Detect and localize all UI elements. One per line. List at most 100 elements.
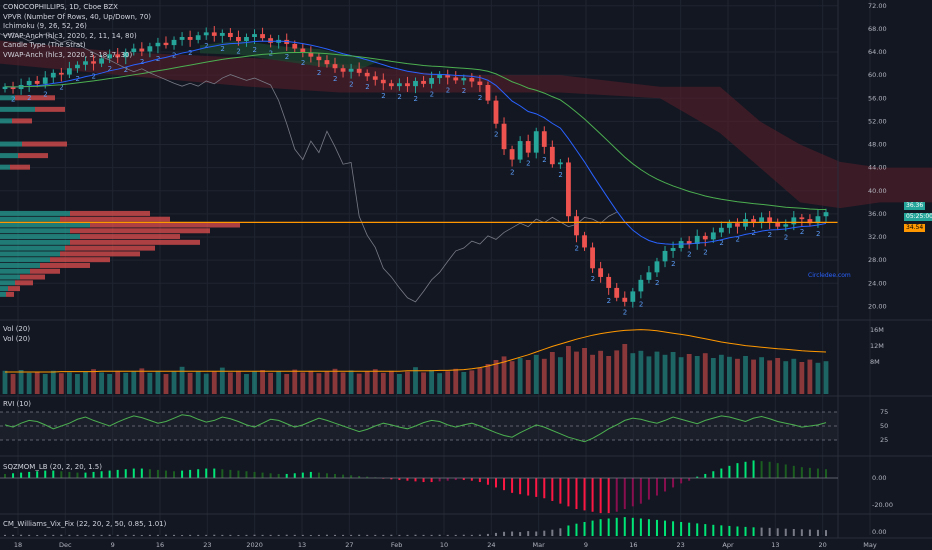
sqz-bar (519, 478, 522, 495)
symbol-title: CONOCOPHILLIPS, 1D, Cboe BZX (3, 3, 118, 11)
cmwvf-bar (140, 535, 143, 536)
cmwvf-bar (189, 534, 192, 536)
candle-body (549, 146, 555, 165)
sqz-bar (446, 478, 449, 481)
sqz-bar (84, 472, 87, 478)
volume-bar (429, 370, 434, 394)
candle-body (324, 60, 330, 65)
candle-body (686, 241, 692, 244)
volume-bar (485, 364, 491, 394)
candle-body (678, 241, 684, 249)
volume-bar (107, 374, 113, 394)
sqz-bar (293, 473, 296, 478)
strat-label: 2 (140, 58, 144, 66)
vpvr-down-bar (12, 118, 32, 124)
vol-axis-label: 8M (870, 358, 880, 366)
candle-body (646, 272, 652, 280)
strat-label: 2 (816, 230, 820, 238)
cmwvf-bar (470, 534, 473, 536)
volume-bar (316, 373, 322, 394)
sqz-bar (680, 478, 683, 484)
time-axis-label: 24 (487, 541, 495, 549)
candle-body (517, 141, 523, 160)
candle-body (364, 72, 370, 77)
strat-label: 2 (607, 297, 611, 305)
sqz-bar (792, 465, 795, 478)
sqz-bar (164, 470, 167, 478)
sqz-bar (503, 478, 506, 491)
rvi-band (0, 412, 838, 440)
volume-bar (694, 356, 700, 394)
time-axis-label: 16 (156, 541, 164, 549)
sqz-bar (350, 475, 353, 478)
price-axis-label: 44.00 (868, 164, 887, 172)
sqz-bar (784, 464, 787, 478)
cmwvf-bar (712, 524, 715, 536)
candle-body (308, 52, 314, 57)
sqz-bar (527, 478, 530, 496)
candle-body (260, 34, 265, 39)
candle-body (541, 131, 547, 147)
volume-bar (598, 350, 604, 394)
strat-label: 2 (591, 275, 595, 283)
sqz-bar (575, 478, 578, 510)
candle-body (662, 250, 668, 262)
vpvr-up-bar (0, 118, 12, 124)
candle-body (292, 43, 298, 49)
cmwvf-bar (631, 517, 634, 536)
cmwvf-bar (12, 534, 15, 536)
cmwvf-bar (551, 529, 554, 536)
sqz-bar (277, 473, 280, 478)
volume-bar (549, 352, 555, 394)
cmwvf-bar (454, 534, 457, 536)
sqz-bar (269, 473, 272, 478)
volume-bar (606, 356, 612, 394)
indicator-vpvr: VPVR (Number Of Rows, 40, Up/Down, 70) (3, 12, 152, 21)
volume-bar (340, 372, 346, 394)
vpvr-up-bar (0, 286, 8, 292)
sqz-bar (181, 470, 184, 478)
cmwvf-bar (4, 534, 6, 536)
time-axis-label: 16 (629, 541, 637, 549)
cmwvf-bar (688, 522, 691, 536)
cmwvf-bar (269, 534, 272, 536)
strat-label: 2 (333, 75, 337, 83)
candle-body (413, 80, 418, 87)
legend: CONOCOPHILLIPS, 1D, Cboe BZX VPVR (Numbe… (3, 3, 151, 60)
sqz-bar (511, 478, 514, 493)
cmwvf-bar (92, 534, 95, 536)
sqz-bar (414, 478, 417, 482)
candle-body (203, 32, 209, 36)
candle-body (397, 83, 402, 87)
rvi-axis-label: 50 (880, 422, 888, 430)
sqz-bar (744, 461, 747, 478)
candle-body (767, 217, 773, 223)
candle-body (525, 141, 531, 153)
volume-ma-line (5, 329, 827, 373)
candle-body (58, 72, 64, 75)
volume-bar (710, 358, 716, 394)
cmwvf-bar (205, 534, 208, 536)
sqz-bar (696, 476, 699, 478)
candle-body (630, 291, 636, 302)
cmwvf-bar (478, 534, 481, 536)
candle-body (718, 227, 724, 233)
cmwvf-bar (156, 534, 159, 536)
volume-bar (517, 358, 523, 394)
candle-body (405, 83, 410, 87)
volume-bar (783, 361, 789, 394)
vpvr-up-bar (0, 153, 18, 159)
rvi-axis-label: 75 (880, 408, 888, 416)
cmwvf-bar (527, 531, 530, 536)
cmwvf-bar (800, 529, 803, 536)
volume-bar (276, 371, 282, 394)
time-axis-label: Dec (59, 541, 72, 549)
candle-body (2, 86, 8, 90)
sqz-bar (720, 468, 723, 478)
vpvr-up-bar (0, 280, 15, 286)
volume-bar (791, 358, 797, 394)
cmwvf-bar (776, 528, 779, 536)
volume-bar (75, 374, 80, 394)
cmwvf-bar (672, 521, 675, 536)
